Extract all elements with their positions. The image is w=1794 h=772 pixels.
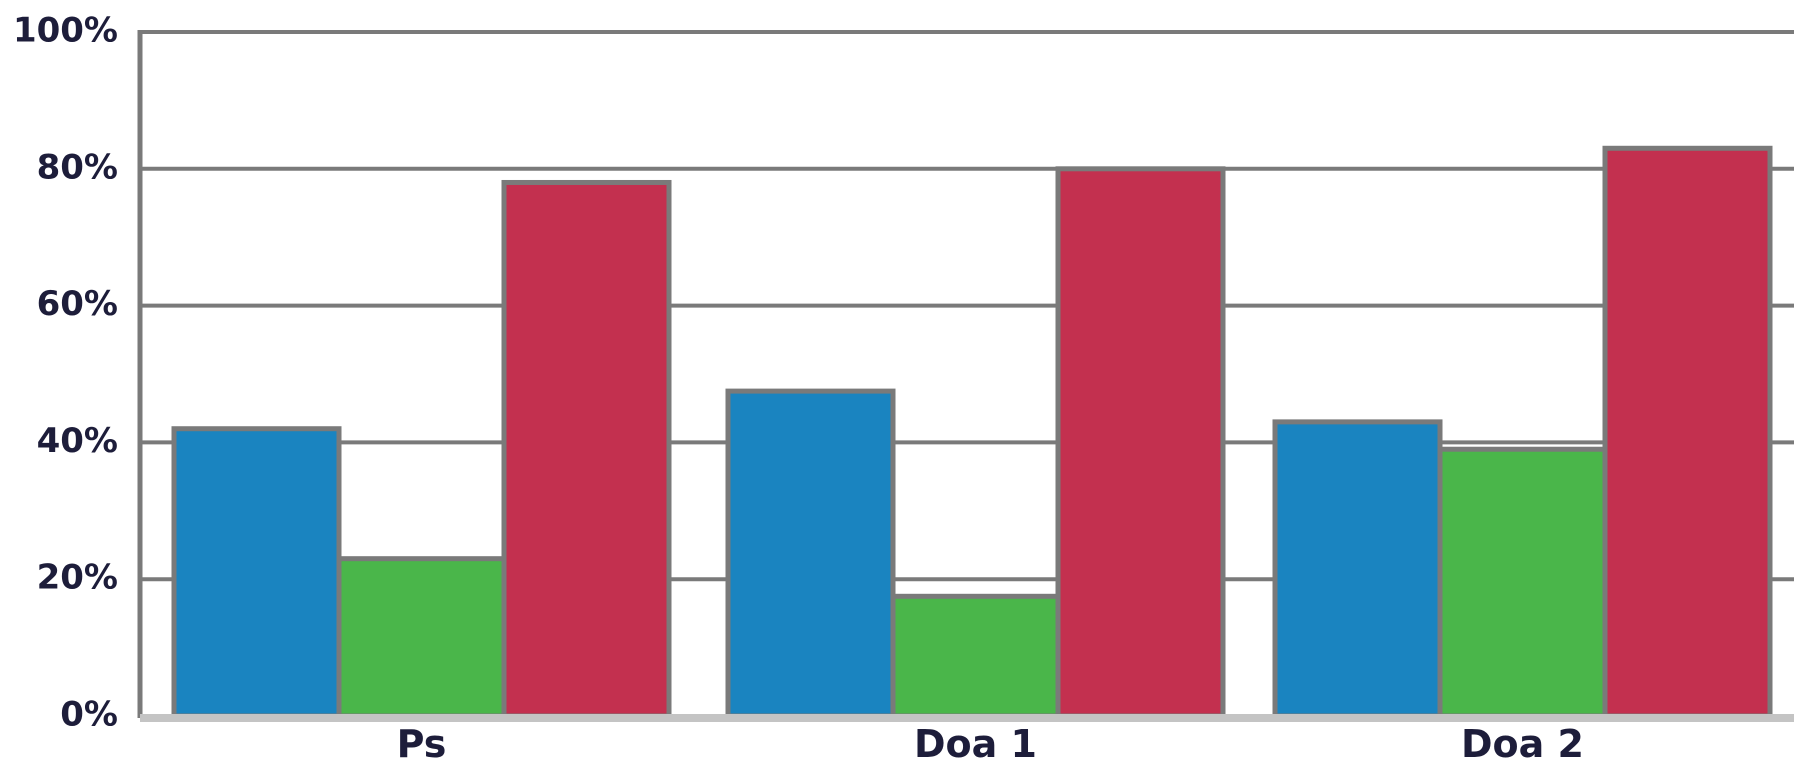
bar-ps-series-3: [501, 179, 672, 719]
axes: [137, 30, 1794, 722]
bar-doa-2-series-3: [1602, 145, 1773, 719]
x-tick-labels: Ps Doa 1 Doa 2: [397, 722, 1584, 766]
bar-doa-2-series-1: [1272, 419, 1443, 719]
bar-doa-1-series-2: [890, 593, 1061, 719]
y-tick-label-0: 0%: [60, 695, 118, 735]
bar-ps-series-2: [336, 556, 507, 719]
y-tick-label-20: 20%: [37, 558, 118, 598]
bar-ps-series-1: [171, 426, 342, 719]
bar-doa-2-series-2: [1437, 446, 1608, 719]
x-tick-label-doa-2: Doa 2: [1461, 722, 1584, 766]
x-tick-label-ps: Ps: [397, 722, 447, 766]
y-tick-label-80: 80%: [37, 147, 118, 187]
bar-doa-1-series-3: [1055, 166, 1226, 719]
y-tick-labels: 0% 20% 40% 60% 80% 100%: [13, 11, 118, 735]
bar-doa-1-series-1: [725, 388, 896, 719]
x-tick-label-doa-1: Doa 1: [914, 722, 1037, 766]
y-tick-label-40: 40%: [37, 421, 118, 461]
y-tick-label-60: 60%: [37, 284, 118, 324]
y-tick-label-100: 100%: [13, 11, 118, 51]
bars: [171, 145, 1773, 719]
